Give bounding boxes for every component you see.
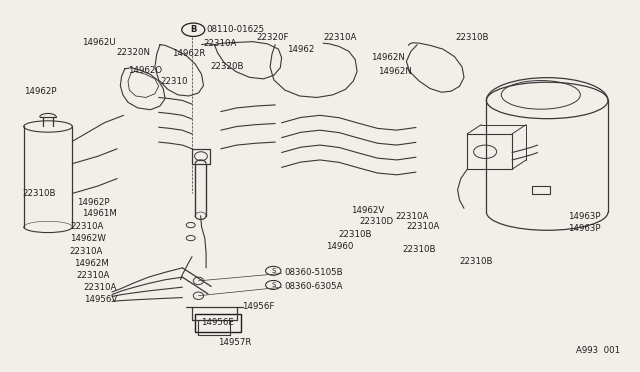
Text: 14962N: 14962N: [371, 53, 405, 62]
Text: 08360-5105B: 08360-5105B: [285, 268, 344, 277]
Text: 14962R: 14962R: [172, 49, 205, 58]
Text: S: S: [271, 268, 275, 274]
Text: 14961M: 14961M: [82, 209, 116, 218]
Text: A993  001: A993 001: [576, 346, 620, 355]
Text: 08360-6305A: 08360-6305A: [285, 282, 343, 291]
Text: 22320F: 22320F: [256, 33, 289, 42]
Text: 14962M: 14962M: [74, 259, 108, 267]
Text: 14962W: 14962W: [70, 234, 106, 243]
Text: 22310A: 22310A: [77, 271, 110, 280]
Text: 08110-01625: 08110-01625: [206, 25, 264, 34]
Bar: [195, 314, 241, 332]
Text: 14956E: 14956E: [201, 318, 234, 327]
Text: 22310A: 22310A: [396, 212, 429, 221]
Text: 22310A: 22310A: [70, 222, 104, 231]
Text: 14962P: 14962P: [24, 87, 57, 96]
Text: B: B: [190, 25, 196, 34]
Text: 22310A: 22310A: [406, 222, 440, 231]
Text: 22310A: 22310A: [69, 247, 102, 256]
Text: 22310: 22310: [160, 77, 188, 86]
Text: 14957R: 14957R: [218, 338, 251, 347]
Text: 22310D: 22310D: [360, 217, 394, 226]
Text: 22310B: 22310B: [456, 33, 489, 42]
Text: 22310B: 22310B: [22, 189, 56, 198]
Text: 22320N: 22320N: [116, 48, 150, 57]
Text: 14962O: 14962O: [128, 66, 162, 75]
Text: 22310A: 22310A: [204, 39, 237, 48]
Text: 22310A: 22310A: [83, 283, 116, 292]
Text: 22310B: 22310B: [460, 257, 493, 266]
Text: 22310B: 22310B: [402, 245, 435, 254]
Text: 14962V: 14962V: [351, 206, 384, 215]
Text: 14963P: 14963P: [568, 224, 601, 233]
Text: 14962: 14962: [287, 45, 314, 54]
Text: 14963P: 14963P: [568, 212, 601, 221]
Text: S: S: [271, 282, 275, 288]
Text: 22320B: 22320B: [210, 62, 243, 71]
Text: 22310B: 22310B: [338, 230, 371, 239]
Text: 14962P: 14962P: [77, 198, 109, 207]
Text: 14962U: 14962U: [82, 38, 116, 47]
Text: 14962N: 14962N: [378, 67, 412, 76]
Text: 14956V: 14956V: [84, 295, 118, 304]
Text: 14960: 14960: [326, 242, 354, 251]
Text: 14956F: 14956F: [242, 302, 275, 311]
Text: 22310A: 22310A: [323, 33, 356, 42]
